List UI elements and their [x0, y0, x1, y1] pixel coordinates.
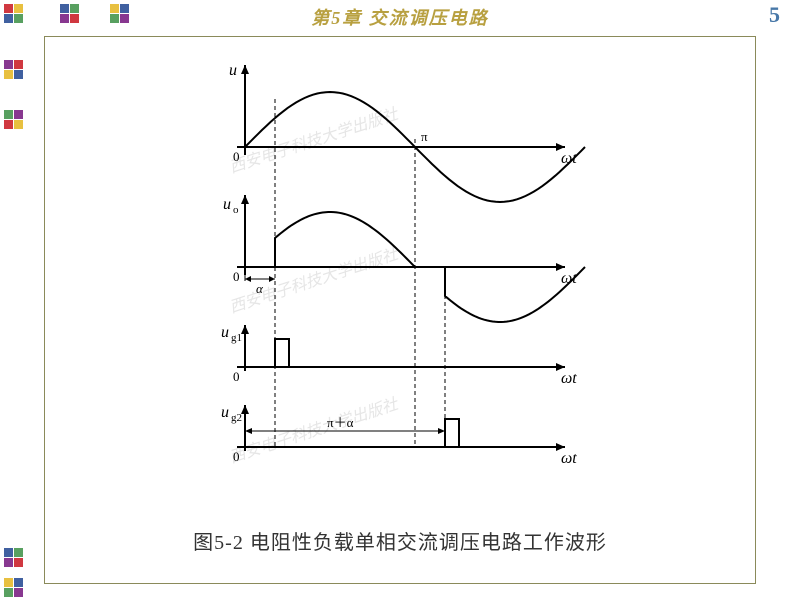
figure-caption: 图5-2 电阻性负载单相交流调压电路工作波形 — [45, 526, 755, 555]
header: 第5章 交流调压电路 5 — [0, 0, 800, 32]
svg-text:0: 0 — [233, 369, 240, 384]
svg-text:0: 0 — [233, 269, 240, 284]
svg-text:ωt: ωt — [561, 370, 577, 387]
svg-text:u: u — [221, 324, 229, 341]
svg-text:ωt: ωt — [561, 150, 577, 167]
page-number: 5 — [769, 2, 780, 28]
svg-text:u: u — [229, 62, 237, 79]
decor-left-strip — [0, 0, 30, 600]
svg-text:π: π — [421, 129, 428, 144]
svg-text:α: α — [256, 281, 264, 296]
svg-text:g1: g1 — [231, 332, 242, 344]
svg-text:u: u — [221, 404, 229, 421]
svg-text:g2: g2 — [231, 412, 242, 424]
waveform-diagram: u0πωtuo0ωtαug10ωtug20ωtπ＋α — [185, 47, 605, 487]
content-frame: 西安电子科技大学出版社 西安电子科技大学出版社 西安电子科技大学出版社 u0πω… — [44, 36, 756, 584]
svg-text:π＋α: π＋α — [327, 415, 354, 430]
svg-text:u: u — [223, 196, 231, 213]
svg-text:0: 0 — [233, 449, 240, 464]
svg-text:ωt: ωt — [561, 450, 577, 467]
chapter-title: 第5章 交流调压电路 — [311, 4, 489, 30]
svg-text:0: 0 — [233, 149, 240, 164]
svg-text:o: o — [233, 204, 239, 216]
svg-text:ωt: ωt — [561, 270, 577, 287]
